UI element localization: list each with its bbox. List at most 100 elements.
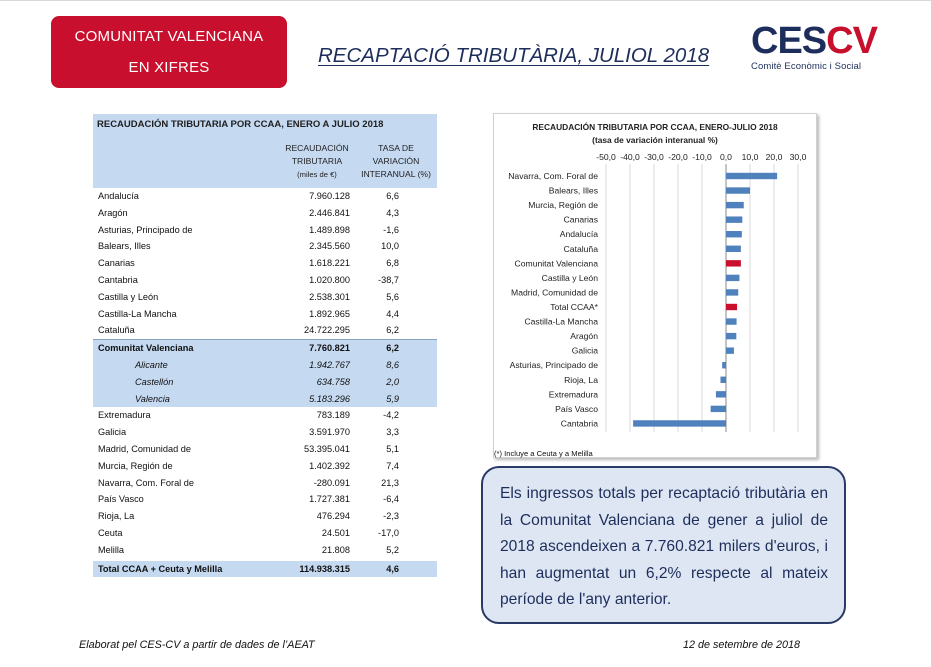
cell-name: Aragón [98,207,128,218]
header-rate-l2: VARIACIÓN [372,156,420,166]
cell-value: 2.538.301 [309,291,350,302]
cell-pct: 5,9 [386,393,399,404]
cell-value: 1.618.221 [309,258,350,269]
table-row: Alicante 1.942.767 8,6 [93,356,437,374]
bar [726,289,739,296]
badge-line1: COMUNITAT VALENCIANA [74,28,264,45]
cell-pct: 4,4 [386,308,399,319]
cell-pct: -2,3 [383,511,399,522]
cell-value: 21.808 [321,544,350,555]
badge-line2: EN XIFRES [128,59,210,76]
table-row: Navarra, Com. Foral de -280.091 21,3 [93,475,437,492]
cell-name: Galicia [98,427,127,438]
tick-label: -20,0 [668,152,688,162]
category-label: Cantabria [561,418,598,428]
cell-name: Asturias, Principado de [98,224,193,235]
bar [726,231,742,238]
variation-chart: RECAUDACIÓN TRIBUTARIA POR CCAA, ENERO-J… [493,113,817,458]
header-rate-l1: TASA DE [378,143,414,153]
cell-value: 53.395.041 [304,443,350,454]
category-label: Castilla y León [542,273,599,283]
cell-name: Canarias [98,258,135,269]
category-label: Murcia, Región de [528,200,598,210]
bar [726,347,734,354]
category-label: Madrid, Comunidad de [511,287,598,297]
header-rate-l3: INTERANUAL (%) [361,169,431,179]
cell-name: Extremadura [98,410,151,421]
cell-pct: 5,6 [386,291,399,302]
cell-value: 1.402.392 [309,460,350,471]
cell-value: 3.591.970 [309,427,350,438]
table-row: Rioja, La 476.294 -2,3 [93,508,437,525]
cell-value: 634.758 [316,376,350,387]
cell-name: Ceuta [98,527,123,538]
bar [726,260,741,267]
category-label: Extremadura [549,389,598,399]
chart-plot: -50,0 -40,0 -30,0 -20,0 -10,0 0,0 10,0 20,0 30,0… [508,152,807,432]
cell-value: 2.345.560 [309,241,350,252]
cell-value: 7.960.128 [309,191,350,201]
cv-provinces: Alicante 1.942.767 8,6 Castellón 634.758 2,0 V… [93,356,437,408]
chart-title: RECAUDACIÓN TRIBUTARIA POR CCAA, ENERO-J… [532,122,778,132]
cell-pct: 4,6 [386,563,399,574]
cell-name: Castilla y León [98,291,159,302]
tick-label: -40,0 [620,152,640,162]
tick-label: -50,0 [596,152,616,162]
table-row: Cataluña 24.722.295 6,2 [93,322,437,339]
revenue-table: RECAUDACIÓN TRIBUTARIA POR CCAA, ENERO A… [93,114,437,578]
cell-pct: 5,1 [386,443,399,454]
cell-name: Balears, Illes [98,241,151,252]
cell-pct: -4,2 [383,410,399,421]
bar [633,420,726,427]
table-row: Melilla 21.808 5,2 [93,542,437,559]
table-row: Valencia 5.183.296 5,9 [93,390,437,408]
category-label: Navarra, Com. Foral de [508,171,598,181]
category-label: Total CCAA* [550,302,598,312]
category-label: Cataluña [564,244,599,254]
cell-name: Andalucía [98,191,139,201]
table-row: Murcia, Región de 1.402.392 7,4 [93,458,437,475]
cell-pct: 2,0 [386,376,399,387]
tick-label: -30,0 [644,152,664,162]
bar [726,172,778,180]
cell-name: Melilla [98,544,125,555]
cell-value: 1.727.381 [309,494,350,505]
cell-pct: 4,3 [386,207,399,218]
category-label: Rioja, La [564,375,598,385]
cell-pct: 6,8 [386,258,399,269]
logo-subtitle: Comitè Econòmic i Social [751,61,862,72]
cell-name: Rioja, La [98,511,135,522]
category-label: Galicia [572,346,598,356]
table-row: Extremadura 783.189 -4,2 [93,407,437,424]
category-label: País Vasco [555,404,598,414]
cell-value: 114.938.315 [299,563,350,574]
table-row: Aragón 2.446.841 4,3 [93,205,437,222]
cell-name: Cataluña [98,325,135,336]
header-revenue-unit: (miles de €) [297,170,337,179]
table-row-cv: Comunitat Valenciana 7.760.821 6,2 [93,340,437,357]
cell-pct: 6,2 [386,343,399,354]
category-label: Castilla-La Mancha [524,317,598,327]
page-title: RECAPTACIÓ TRIBUTÀRIA, JULIOL 2018 [318,44,710,67]
table-row: Madrid, Comunidad de 53.395.041 5,1 [93,441,437,458]
cell-name: Cantabria [98,274,138,285]
cell-pct: 7,4 [386,460,399,471]
cell-value: 24.501 [321,527,350,538]
cell-name: Navarra, Com. Foral de [98,477,194,488]
bar [726,303,738,311]
bar [726,201,744,209]
cell-pct: 21,3 [381,477,399,488]
cell-pct: -17,0 [378,527,399,538]
tick-label: 30,0 [790,152,807,162]
cell-pct: 6,2 [386,325,399,336]
header-revenue: RECAUDACIÓN TRIBUTARIA (miles de €) [277,142,357,181]
bar [720,376,726,383]
table-row: Ceuta 24.501 -17,0 [93,525,437,542]
tick-label: 0,0 [720,152,732,162]
bar [726,216,743,223]
cell-value: 783.189 [316,410,350,421]
category-label: Canarias [564,215,598,225]
cell-value: 7.760.821 [309,343,350,354]
bar [726,332,737,340]
footer-date: 12 de setembre de 2018 [683,639,801,651]
